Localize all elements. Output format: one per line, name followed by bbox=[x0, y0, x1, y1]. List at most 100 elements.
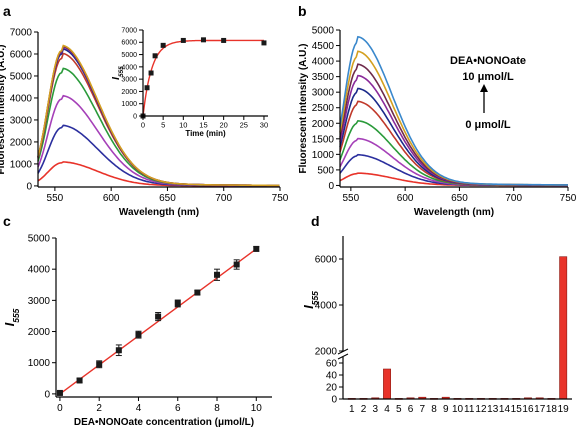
panel-label-b: b bbox=[298, 3, 307, 19]
chart-c-point bbox=[96, 361, 103, 368]
chart-b-y-tick-label: 0 bbox=[328, 181, 334, 192]
chart-a-inset-y-axis-label-sub: 555 bbox=[118, 66, 125, 77]
chart-a-spectra: 550 600 650 700 7500100020003000400050006000… bbox=[0, 28, 289, 219]
chart-d-upper-y-tick-label: 4000 bbox=[315, 301, 338, 312]
chart-d-category-label: 10 bbox=[452, 404, 464, 415]
chart-a-x-tick-label: 700 bbox=[215, 193, 232, 204]
chart-b-x-axis-label: Wavelength (nm) bbox=[414, 207, 494, 218]
panel-label-a: a bbox=[3, 3, 11, 19]
chart-c-y-axis-label-main: I bbox=[2, 322, 17, 326]
chart-c-point bbox=[76, 377, 83, 384]
chart-c-point bbox=[194, 289, 201, 296]
chart-a-y-tick-label: 0 bbox=[26, 181, 32, 192]
chart-a-inset-y-tick-label: 6000 bbox=[121, 40, 137, 47]
chart-c-x-tick-label: 2 bbox=[96, 403, 102, 414]
chart-a-inset-point bbox=[180, 37, 186, 43]
chart-d-category-label: 14 bbox=[499, 404, 511, 415]
chart-c-x-tick-label: 0 bbox=[57, 403, 63, 414]
chart-d-category-label: 7 bbox=[419, 404, 425, 415]
chart-a-inset-y-tick-label: 3000 bbox=[121, 77, 137, 84]
chart-b-y-tick-label: 3000 bbox=[312, 88, 335, 99]
chart-c-point bbox=[253, 245, 260, 252]
chart-b-y-tick-label: 3500 bbox=[312, 72, 335, 83]
chart-a-inset-y-axis-label-main: I bbox=[111, 77, 122, 80]
chart-c-x-tick-label: 10 bbox=[251, 403, 263, 414]
chart-b-y-tick-label: 2000 bbox=[312, 119, 335, 130]
chart-d-category-label: 19 bbox=[558, 404, 570, 415]
chart-d-category-label: 4 bbox=[384, 404, 390, 415]
chart-d-upper-y-tick-label: 6000 bbox=[315, 255, 338, 266]
chart-c-fit-line bbox=[59, 248, 257, 395]
chart-a-inset-kinetics: 0 5 10 15 20 25 30 0 1000 2000 3000 4000 5000 6000 700… bbox=[111, 27, 268, 138]
chart-b-y-tick-label: 4000 bbox=[312, 57, 335, 68]
chart-b-y-tick-label: 1000 bbox=[312, 150, 335, 161]
chart-c-y-tick-label: 0 bbox=[44, 389, 50, 400]
chart-a-y-tick-label: 5000 bbox=[10, 71, 33, 82]
chart-d-category-label: 6 bbox=[408, 404, 414, 415]
chart-b-y-tick-label: 1500 bbox=[312, 134, 335, 145]
chart-a-y-tick-label: 1000 bbox=[10, 159, 33, 170]
chart-d-axis-break-mark bbox=[337, 353, 349, 360]
chart-a-x-tick-label: 650 bbox=[159, 193, 176, 204]
chart-d-category-label: 3 bbox=[373, 404, 379, 415]
chart-a-y-tick-label: 3000 bbox=[10, 115, 33, 126]
panel-label-d: d bbox=[311, 213, 320, 229]
chart-a-x-tick-label: 750 bbox=[272, 193, 289, 204]
chart-a-y-tick-label: 4000 bbox=[10, 93, 33, 104]
chart-c-x-tick-label: 4 bbox=[136, 403, 142, 414]
chart-b-y-tick-label: 2500 bbox=[312, 103, 335, 114]
chart-b-annotation-top: 10 μmol/L bbox=[462, 71, 514, 83]
chart-a-series-line bbox=[37, 124, 280, 187]
chart-a-inset-point bbox=[144, 85, 150, 91]
chart-c-x-tick-label: 6 bbox=[175, 403, 181, 414]
chart-a-inset-x-tick-label: 15 bbox=[199, 121, 207, 130]
chart-a-inset-y-tick-label: 0 bbox=[133, 113, 137, 120]
chart-a-inset-x-axis-label: Time (min) bbox=[185, 129, 226, 138]
chart-b-x-tick-label: 600 bbox=[397, 193, 414, 204]
chart-d-y-axis-label-main: I bbox=[301, 305, 316, 309]
chart-d-lower-y-tick-label: 60 bbox=[326, 359, 338, 370]
chart-b-annotation-title: DEA•NONOate bbox=[450, 55, 526, 67]
chart-d-category-label: 12 bbox=[475, 404, 487, 415]
panel-label-c: c bbox=[3, 213, 11, 229]
chart-d-category-label: 16 bbox=[522, 404, 534, 415]
chart-b-y-tick-label: 500 bbox=[317, 165, 334, 176]
chart-a-x-tick-label: 550 bbox=[47, 193, 64, 204]
chart-a-inset-point bbox=[148, 70, 154, 76]
chart-b-annotation-bottom: 0 μmol/L bbox=[465, 119, 511, 131]
chart-b-x-tick-label: 650 bbox=[451, 193, 468, 204]
chart-d-lower-y-tick-label: 0 bbox=[331, 395, 337, 406]
chart-a-series-line bbox=[37, 44, 280, 187]
chart-b-y-tick-label: 5000 bbox=[312, 26, 335, 37]
chart-d-category-label: 17 bbox=[534, 404, 546, 415]
chart-a-inset-point bbox=[261, 40, 267, 46]
chart-c-point bbox=[214, 271, 221, 278]
chart-c-calibration: 0 2 4 6 8 10 0 1000 2000 3000 4000 5000 DEA•NONOate … bbox=[2, 234, 272, 428]
chart-b-y-tick-label: 4500 bbox=[312, 41, 335, 52]
chart-a-y-tick-label: 2000 bbox=[10, 137, 33, 148]
chart-c-point bbox=[135, 331, 142, 338]
chart-b-series-line bbox=[339, 50, 568, 186]
chart-c-point bbox=[56, 389, 63, 396]
chart-a-inset-y-tick-label: 1000 bbox=[121, 101, 137, 108]
chart-c-x-axis-label: DEA•NONOate concentration (μmol/L) bbox=[74, 417, 254, 428]
chart-a-inset-x-tick-label: 0 bbox=[141, 121, 145, 130]
chart-b-series-line bbox=[339, 87, 568, 186]
chart-a-x-axis-label: Wavelength (nm) bbox=[119, 207, 199, 218]
chart-b-x-tick-label: 750 bbox=[560, 193, 577, 204]
chart-a-inset-y-tick-label: 5000 bbox=[121, 52, 137, 59]
chart-a-inset-y-tick-label: 4000 bbox=[121, 64, 137, 71]
chart-c-y-axis-label-sub: 555 bbox=[11, 308, 21, 322]
chart-b-series-line bbox=[339, 137, 568, 187]
chart-a-inset-x-tick-label: 25 bbox=[240, 121, 248, 130]
chart-a-inset-point bbox=[152, 53, 158, 59]
chart-b-y-axis-label: Fluorescent intensity (A.U.) bbox=[298, 43, 309, 173]
chart-d-y-axis-label-sub: 555 bbox=[310, 291, 320, 305]
chart-c-y-tick-label: 5000 bbox=[28, 234, 51, 245]
chart-c-y-tick-label: 1000 bbox=[28, 358, 51, 369]
chart-b-series-line bbox=[339, 35, 568, 186]
chart-d-category-label: 13 bbox=[487, 404, 499, 415]
chart-d-bar bbox=[383, 368, 391, 400]
chart-a-inset-point bbox=[160, 42, 166, 48]
